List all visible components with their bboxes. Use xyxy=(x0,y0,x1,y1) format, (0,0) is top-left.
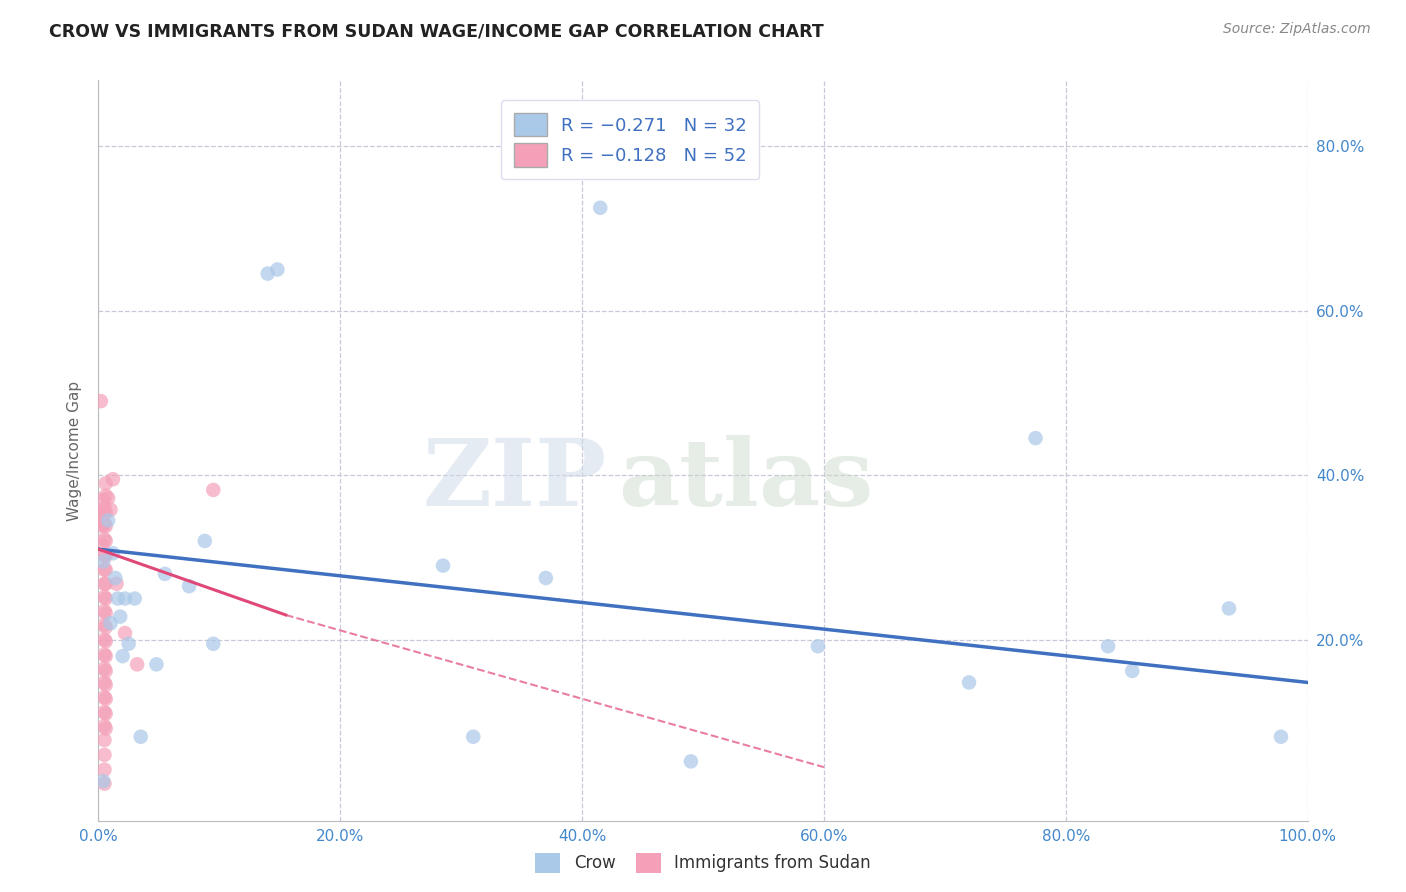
Point xyxy=(94,505,117,519)
Point xyxy=(104,571,127,585)
Legend: Crow, Immigrants from Sudan: Crow, Immigrants from Sudan xyxy=(529,847,877,880)
Point xyxy=(202,483,225,497)
Point xyxy=(94,664,117,678)
Point xyxy=(93,590,115,604)
Point xyxy=(1024,431,1046,445)
Point xyxy=(105,576,128,591)
Point xyxy=(94,591,117,606)
Point xyxy=(93,719,115,733)
Point xyxy=(1097,639,1119,653)
Point xyxy=(94,607,117,621)
Point xyxy=(256,267,278,281)
Point xyxy=(93,618,115,632)
Point xyxy=(129,730,152,744)
Point xyxy=(93,705,115,719)
Point xyxy=(93,648,115,662)
Point xyxy=(100,502,122,516)
Point xyxy=(108,609,131,624)
Point xyxy=(97,513,120,527)
Point xyxy=(93,563,115,577)
Point xyxy=(94,563,117,577)
Point xyxy=(91,774,114,789)
Point xyxy=(93,533,115,547)
Point xyxy=(94,678,117,692)
Point xyxy=(91,519,114,533)
Point xyxy=(432,558,454,573)
Point xyxy=(93,549,115,563)
Point xyxy=(111,649,134,664)
Point xyxy=(114,591,136,606)
Point xyxy=(94,519,117,533)
Point xyxy=(266,262,288,277)
Point xyxy=(93,661,115,675)
Point xyxy=(94,576,117,591)
Point xyxy=(93,604,115,618)
Point xyxy=(91,508,114,522)
Point xyxy=(194,533,217,548)
Point xyxy=(93,776,115,791)
Point xyxy=(94,489,117,503)
Point xyxy=(589,201,612,215)
Point xyxy=(107,591,129,606)
Point xyxy=(93,690,115,705)
Point xyxy=(94,549,117,563)
Point xyxy=(91,538,114,552)
Point xyxy=(1270,730,1292,744)
Point xyxy=(93,516,115,530)
Y-axis label: Wage/Income Gap: Wage/Income Gap xyxy=(67,380,83,521)
Point xyxy=(679,755,702,769)
Text: Source: ZipAtlas.com: Source: ZipAtlas.com xyxy=(1223,22,1371,37)
Text: CROW VS IMMIGRANTS FROM SUDAN WAGE/INCOME GAP CORRELATION CHART: CROW VS IMMIGRANTS FROM SUDAN WAGE/INCOM… xyxy=(49,22,824,40)
Point xyxy=(94,634,117,648)
Point xyxy=(94,706,117,721)
Point xyxy=(97,491,120,505)
Point xyxy=(807,639,830,653)
Point xyxy=(93,576,115,591)
Point xyxy=(94,620,117,634)
Point xyxy=(101,472,124,486)
Point xyxy=(90,394,112,409)
Point xyxy=(118,637,141,651)
Text: atlas: atlas xyxy=(619,435,873,525)
Point xyxy=(93,632,115,647)
Point xyxy=(93,747,115,762)
Point xyxy=(101,546,124,560)
Legend: R = −0.271   N = 32, R = −0.128   N = 52: R = −0.271 N = 32, R = −0.128 N = 52 xyxy=(502,101,759,179)
Point xyxy=(91,492,114,507)
Point xyxy=(534,571,557,585)
Point xyxy=(1218,601,1240,615)
Point xyxy=(127,657,149,672)
Point xyxy=(463,730,485,744)
Point xyxy=(93,501,115,516)
Text: ZIP: ZIP xyxy=(422,435,606,525)
Point xyxy=(91,554,114,569)
Point xyxy=(957,675,980,690)
Point xyxy=(100,616,122,631)
Point xyxy=(94,722,117,736)
Point xyxy=(145,657,167,672)
Point xyxy=(91,517,114,532)
Point xyxy=(1121,664,1143,678)
Point xyxy=(124,591,146,606)
Point xyxy=(153,566,176,581)
Point xyxy=(94,476,117,491)
Point xyxy=(94,649,117,664)
Point xyxy=(94,692,117,706)
Point xyxy=(93,733,115,747)
Point xyxy=(179,579,201,593)
Point xyxy=(91,505,114,519)
Point xyxy=(94,533,117,548)
Point xyxy=(93,763,115,777)
Point xyxy=(114,626,136,640)
Point xyxy=(202,637,225,651)
Point xyxy=(93,675,115,690)
